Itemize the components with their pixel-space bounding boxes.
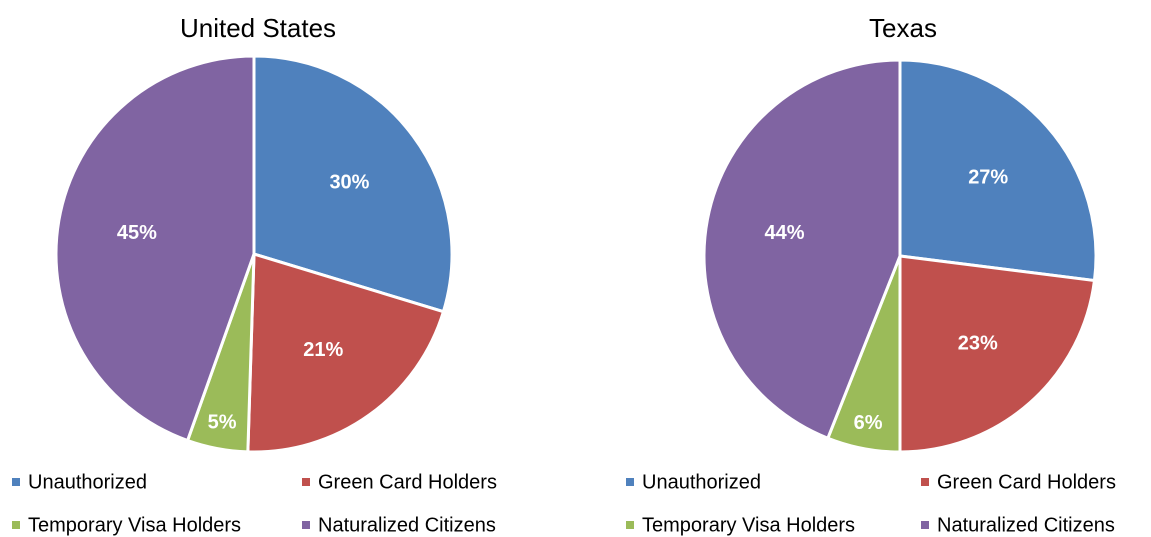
pie-slice xyxy=(702,58,902,441)
data-label: 6% xyxy=(854,412,883,434)
legend-label: Temporary Visa Holders xyxy=(642,514,855,536)
legend-label: Naturalized Citizens xyxy=(318,514,496,536)
legend-swatch xyxy=(626,521,634,529)
legend-swatch xyxy=(626,478,634,486)
legend-swatch xyxy=(921,521,929,529)
legend-label: Naturalized Citizens xyxy=(937,514,1115,536)
pie-chart: United States 30% 21% 5% 45% Unauthorized Gree… xyxy=(12,13,497,536)
legend-swatch xyxy=(12,478,20,486)
chart-title: United States xyxy=(180,13,336,43)
legend-swatch xyxy=(921,478,929,486)
data-label: 23% xyxy=(958,332,998,354)
pie-slice xyxy=(54,54,256,443)
legend-swatch xyxy=(302,521,310,529)
data-label: 21% xyxy=(303,339,343,361)
legend-label: Green Card Holders xyxy=(318,471,497,493)
data-label: 45% xyxy=(117,222,157,244)
pie-chart: Texas 27% 23% 6% 44% Unauthorized Green Card H… xyxy=(626,13,1116,536)
legend-label: Temporary Visa Holders xyxy=(28,514,241,536)
data-label: 44% xyxy=(764,222,804,244)
pie-slice xyxy=(246,251,446,454)
legend-label: Green Card Holders xyxy=(937,471,1116,493)
pie-slice xyxy=(898,254,1097,454)
data-label: 30% xyxy=(329,172,369,194)
pie-slice xyxy=(898,58,1098,283)
legend-swatch xyxy=(302,478,310,486)
legend-label: Unauthorized xyxy=(642,471,761,493)
data-label: 27% xyxy=(968,167,1008,189)
pie-slice xyxy=(252,54,454,314)
chart-title: Texas xyxy=(869,13,937,43)
legend-swatch xyxy=(12,521,20,529)
legend-label: Unauthorized xyxy=(28,471,147,493)
data-label: 5% xyxy=(208,412,237,434)
